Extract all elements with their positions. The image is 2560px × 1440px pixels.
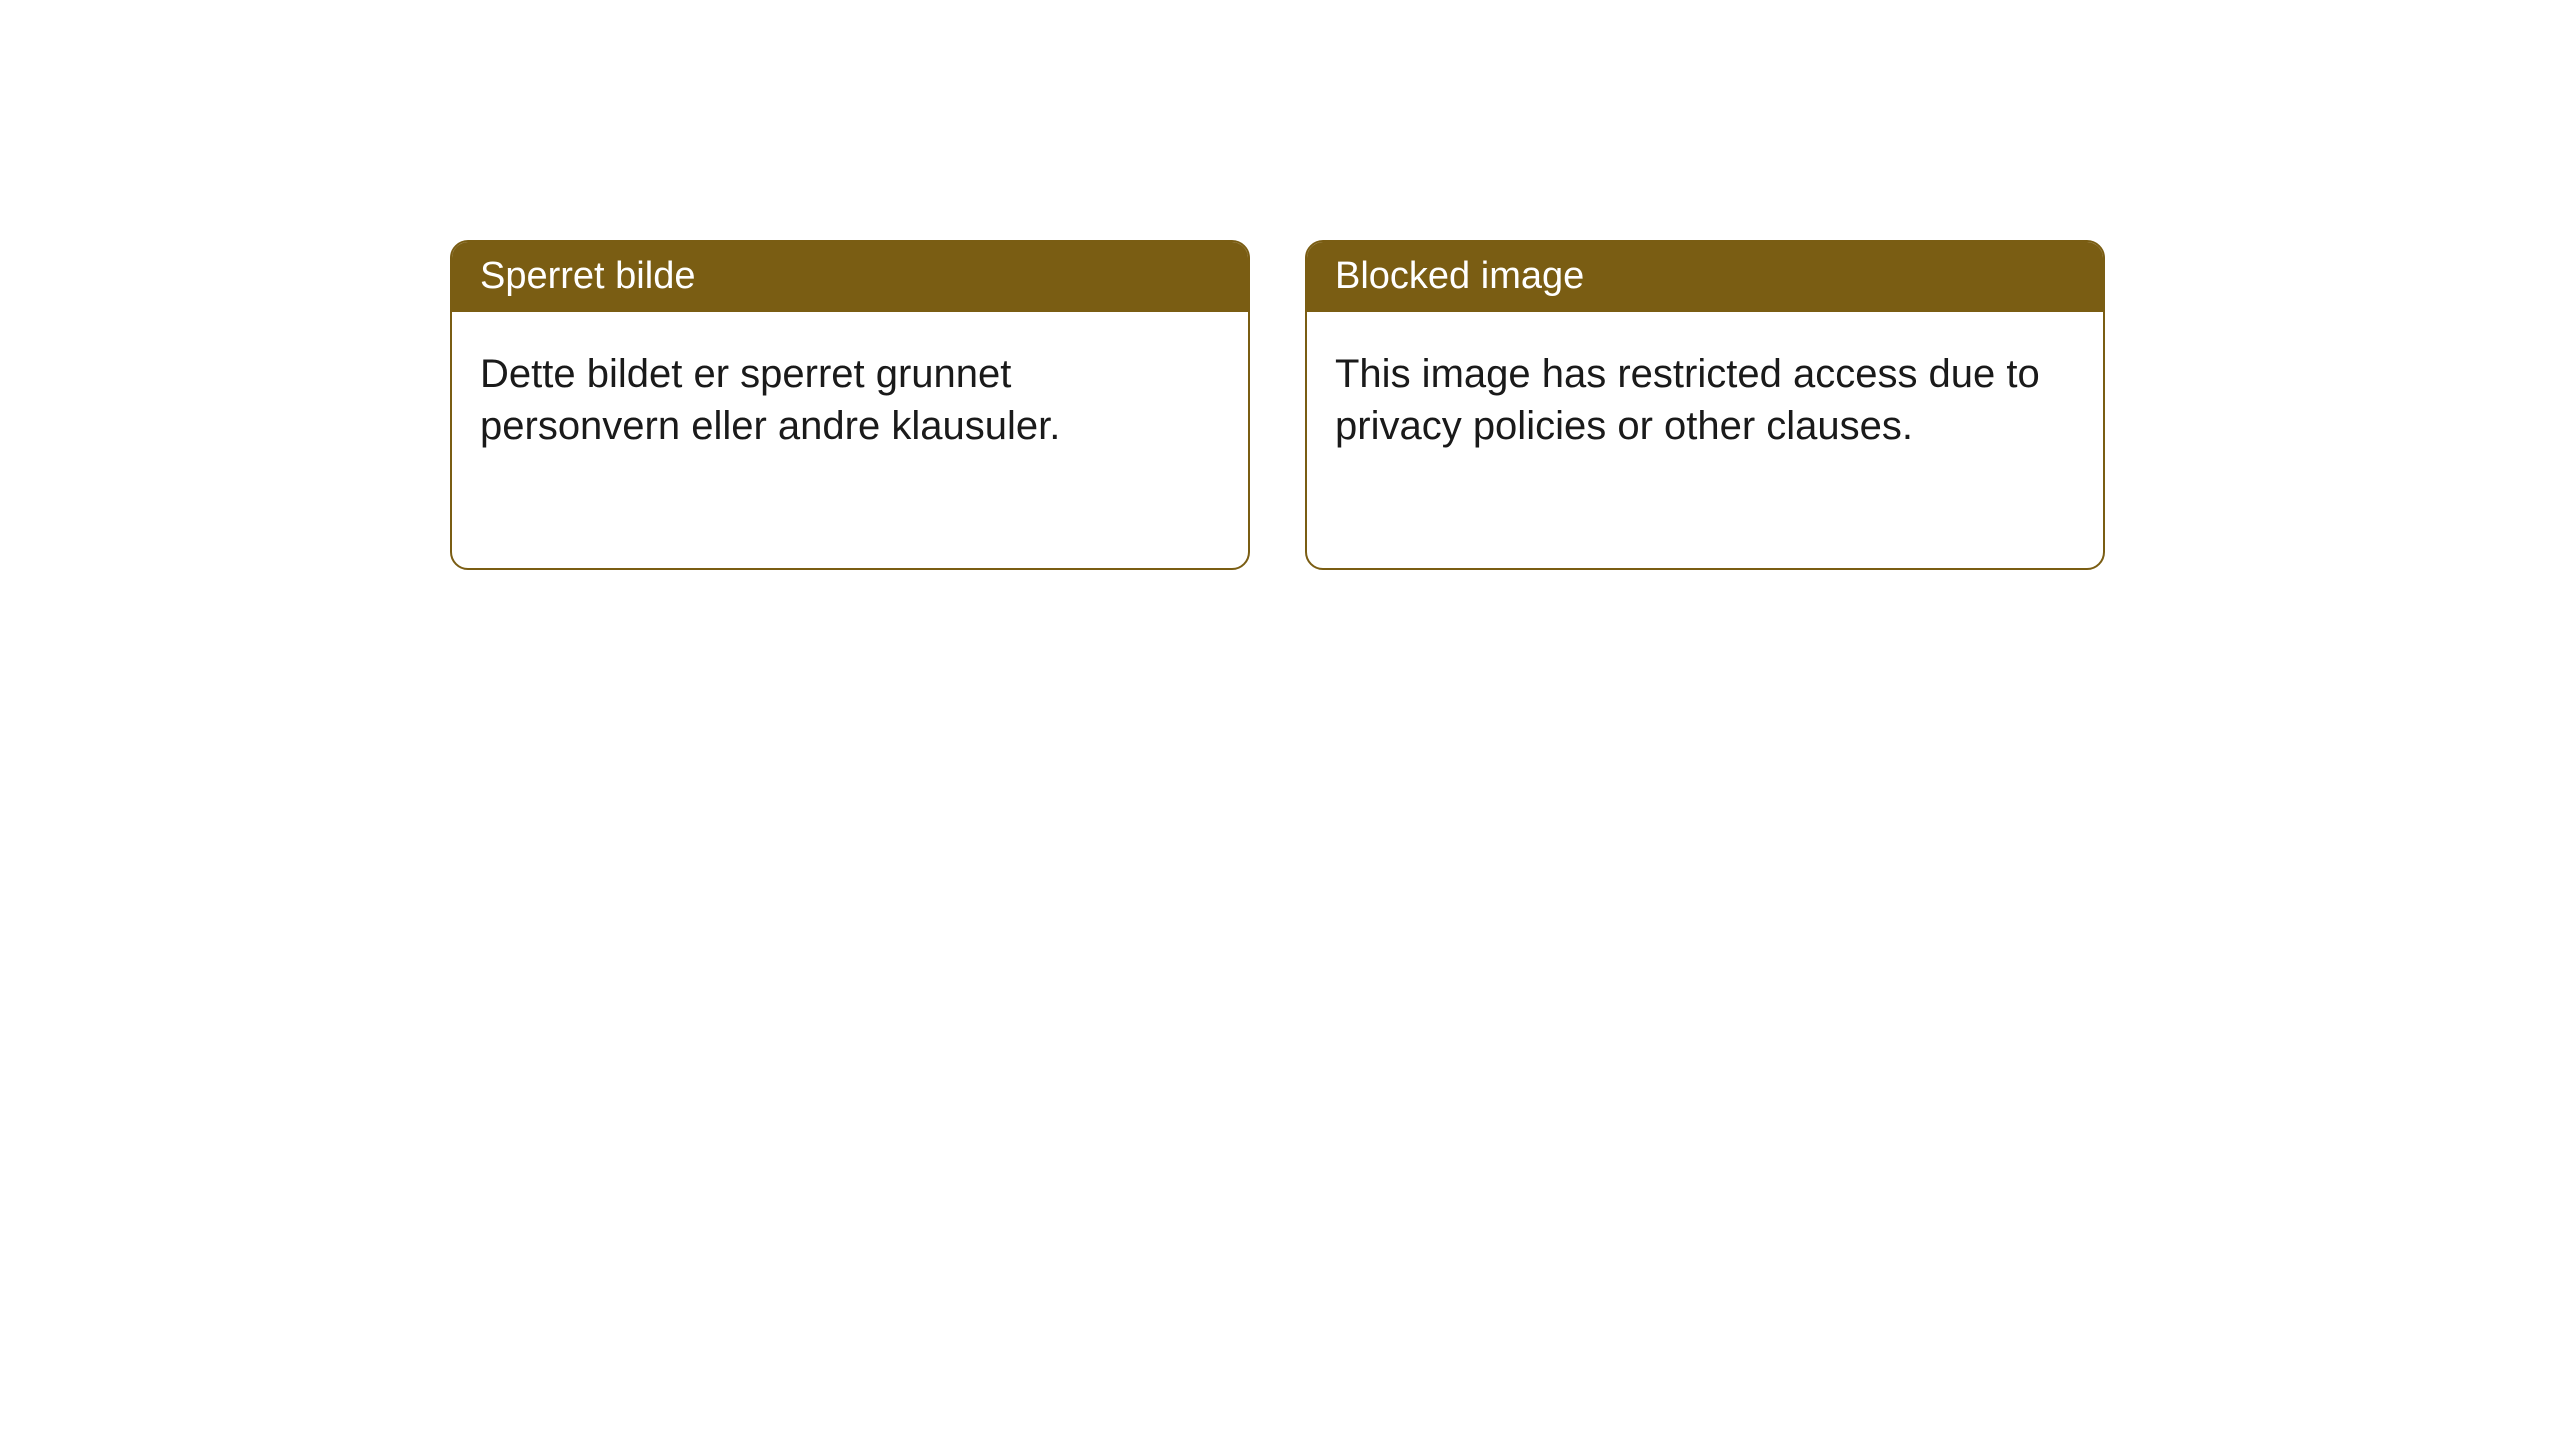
- card-title: Sperret bilde: [480, 255, 695, 297]
- card-body-en: This image has restricted access due to …: [1307, 312, 2103, 488]
- card-title: Blocked image: [1335, 255, 1584, 297]
- notice-container: Sperret bilde Dette bildet er sperret gr…: [450, 240, 2105, 570]
- card-header-en: Blocked image: [1307, 242, 2103, 312]
- card-message: This image has restricted access due to …: [1335, 352, 2040, 448]
- blocked-image-card-en: Blocked image This image has restricted …: [1305, 240, 2105, 570]
- card-message: Dette bildet er sperret grunnet personve…: [480, 352, 1060, 448]
- blocked-image-card-no: Sperret bilde Dette bildet er sperret gr…: [450, 240, 1250, 570]
- card-body-no: Dette bildet er sperret grunnet personve…: [452, 312, 1248, 488]
- card-header-no: Sperret bilde: [452, 242, 1248, 312]
